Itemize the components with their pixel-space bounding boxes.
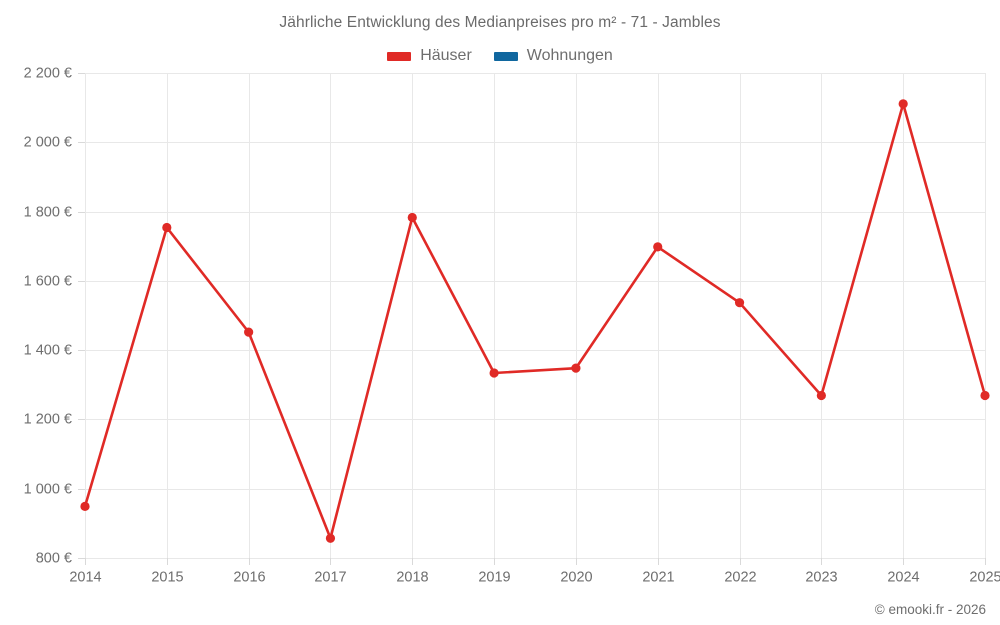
data-point[interactable] [244,327,254,337]
y-axis-labels: 800 € 1 000 € 1 200 € 1 400 € 1 600 € 1 800 €… [24,65,72,566]
chart-legend: Häuser Wohnungen [0,44,1000,68]
y-axis-tick-label: 2 200 € [24,65,72,81]
y-axis-tick-label: 1 800 € [24,204,72,220]
legend-label-wohnungen: Wohnungen [526,47,613,64]
legend-label-haeuser: Häuser [420,47,472,64]
y-axis-tick-label: 1 200 € [24,411,72,427]
legend-item-wohnungen[interactable]: Wohnungen [493,47,613,65]
x-axis-tick-label: 2021 [642,570,674,586]
data-point[interactable] [898,99,908,109]
data-point[interactable] [816,390,826,401]
y-axis-tick-label: 1 400 € [24,342,72,358]
legend-swatch-icon-haeuser [387,51,412,61]
data-point[interactable] [407,212,417,223]
data-point[interactable] [325,533,336,543]
page-title: Jährliche Entwicklung des Medianpreises … [279,14,721,31]
x-axis-tick-label: 2025 [969,570,1000,586]
series-line-0 [83,102,987,540]
x-axis-tick-label: 2019 [478,570,510,586]
y-axis-tick-label: 1 600 € [24,273,72,289]
y-axis-tick-label: 2 000 € [24,134,72,150]
x-axis-labels: 2014 2015 2016 2017 2018 2019 2020 2021 2022 2023… [69,570,1000,586]
x-axis-tick-label: 2023 [805,570,837,586]
data-point[interactable] [734,298,745,308]
x-axis-tick-label: 2022 [724,570,756,586]
data-point[interactable] [80,501,90,511]
x-axis-tick-label: 2016 [233,570,265,586]
data-series [80,99,990,543]
legend-item-haeuser[interactable]: Häuser [387,47,472,65]
x-axis-tick-label: 2014 [69,570,101,586]
data-point[interactable] [980,390,990,401]
data-point[interactable] [571,363,581,373]
y-axis-tick-label: 1 000 € [24,481,72,497]
x-axis-tick-label: 2017 [314,570,346,586]
x-axis-tick-label: 2015 [151,570,183,586]
x-axis-tick-label: 2018 [396,570,428,586]
data-point[interactable] [162,222,172,233]
axis-ticks [78,73,986,565]
y-axis-tick-label: 800 € [36,550,72,566]
x-axis-tick-label: 2020 [560,570,592,586]
data-point[interactable] [489,368,499,378]
data-point[interactable] [653,242,663,252]
footer-credit: © emooki.fr - 2026 [874,602,986,617]
legend-swatch-icon-wohnungen [493,51,518,61]
gridlines [85,73,986,559]
x-axis-tick-label: 2024 [887,570,919,586]
